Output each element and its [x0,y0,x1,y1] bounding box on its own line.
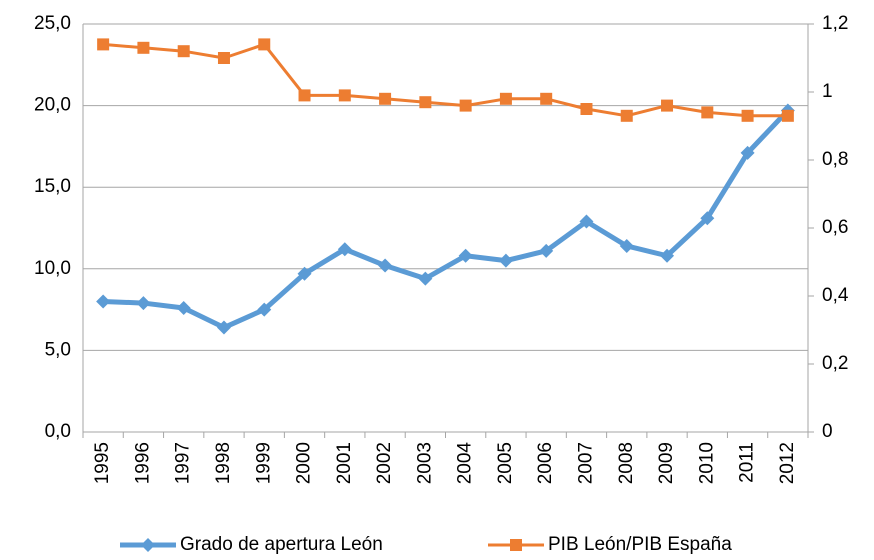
data-point [660,248,675,263]
series-line [103,108,790,331]
x-tick-label: 1999 [253,442,274,484]
series-line [103,42,788,118]
x-tick-label: 2006 [535,442,556,484]
data-point [177,45,190,58]
data-point [337,242,352,257]
y-tick-label: 25,0 [34,13,71,34]
data-point [701,106,714,119]
legend-marker [510,539,522,551]
y-tick-label: 10,0 [34,258,71,279]
data-point [661,99,674,112]
data-point [620,109,633,122]
data-point [96,294,111,309]
x-tick-label: 2000 [294,442,315,484]
data-point [499,92,512,105]
x-tick-label: 2012 [777,442,798,484]
data-point [619,238,634,253]
data-point [459,99,472,112]
data-point [136,296,151,311]
data-point [217,52,230,64]
data-point [781,109,794,122]
x-tick-label: 1997 [173,442,194,484]
legend-marker [141,538,155,552]
x-tick-label: 1996 [132,442,153,484]
x-tick-label: 1998 [213,442,234,484]
x-tick-label: 2003 [414,442,435,484]
y-tick-label: 5,0 [45,339,71,360]
data-point [378,258,393,273]
data-point [257,302,272,317]
data-point [498,253,513,268]
y2-tick-label: 0,4 [822,285,849,306]
data-point [338,89,351,102]
data-point [97,38,110,51]
data-point [137,41,150,54]
y-tick-label: 15,0 [34,176,71,197]
data-point [700,211,715,226]
data-point [540,92,553,105]
data-point [258,38,271,51]
data-point [741,109,754,122]
data-point [297,266,312,281]
data-point [419,96,432,109]
data-point [176,300,191,315]
y2-tick-label: 0,6 [822,217,848,238]
x-tick-label: 2009 [656,442,677,484]
y2-tick-label: 1,2 [822,13,848,34]
x-tick-label: 2010 [696,442,717,484]
x-tick-label: 2008 [616,442,637,484]
x-tick-label: 2001 [334,442,355,484]
x-tick-label: 1995 [92,442,113,484]
data-point [216,320,231,335]
data-point [580,103,593,115]
x-tick-label: 2002 [374,442,395,484]
y-tick-label: 20,0 [34,95,71,116]
legend-label: Grado de apertura León [180,534,383,555]
data-point [458,248,473,263]
x-tick-label: 2005 [495,442,516,484]
data-point [418,271,433,286]
x-tick-label: 2004 [455,442,476,485]
data-point [579,214,594,229]
y-tick-label: 0,0 [45,421,71,442]
data-point [740,145,755,160]
data-point [379,92,392,105]
x-tick-label: 2011 [737,442,758,483]
data-point [539,243,554,258]
x-tick-label: 2007 [575,442,596,484]
y2-tick-label: 0 [822,421,833,442]
y2-tick-label: 1 [822,81,833,102]
legend-label: PIB León/PIB España [548,534,732,555]
y2-tick-label: 0,2 [822,353,848,374]
data-point [298,89,311,102]
y2-tick-label: 0,8 [822,149,848,170]
